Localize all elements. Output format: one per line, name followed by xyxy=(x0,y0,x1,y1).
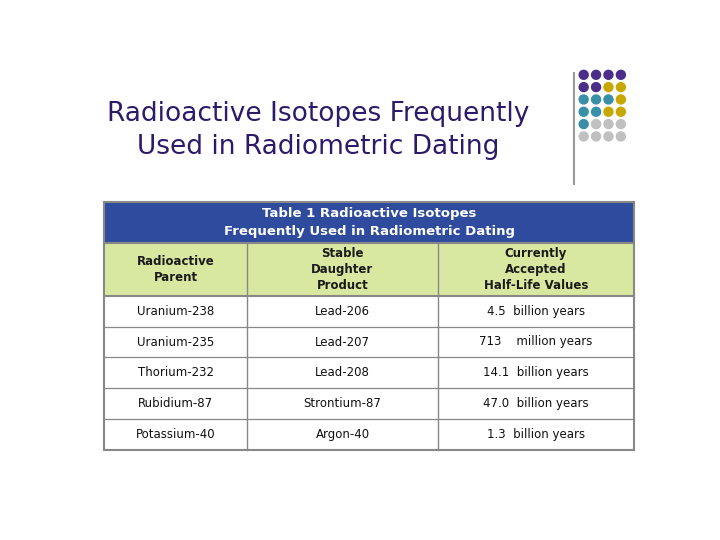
Circle shape xyxy=(616,107,626,116)
Circle shape xyxy=(616,132,626,141)
Text: 1.3  billion years: 1.3 billion years xyxy=(487,428,585,441)
Circle shape xyxy=(579,120,588,129)
Bar xyxy=(104,357,634,388)
Text: Potassium-40: Potassium-40 xyxy=(135,428,215,441)
Circle shape xyxy=(616,95,626,104)
Text: Uranium-238: Uranium-238 xyxy=(137,305,214,318)
Text: 47.0  billion years: 47.0 billion years xyxy=(483,397,589,410)
Bar xyxy=(104,202,634,244)
Circle shape xyxy=(592,83,600,92)
Circle shape xyxy=(616,120,626,129)
Text: Radioactive Isotopes Frequently
Used in Radiometric Dating: Radioactive Isotopes Frequently Used in … xyxy=(107,101,530,160)
Text: Rubidium-87: Rubidium-87 xyxy=(138,397,213,410)
Circle shape xyxy=(604,107,613,116)
Text: Lead-208: Lead-208 xyxy=(315,366,370,379)
Text: Stable
Daughter
Product: Stable Daughter Product xyxy=(311,247,374,292)
Circle shape xyxy=(592,95,600,104)
Circle shape xyxy=(604,132,613,141)
Text: 713    million years: 713 million years xyxy=(480,335,593,348)
Bar xyxy=(104,202,634,450)
Circle shape xyxy=(592,120,600,129)
Bar xyxy=(104,419,634,450)
Bar xyxy=(104,388,634,419)
Circle shape xyxy=(604,95,613,104)
Text: 14.1  billion years: 14.1 billion years xyxy=(483,366,589,379)
Circle shape xyxy=(604,120,613,129)
Text: Argon-40: Argon-40 xyxy=(315,428,369,441)
Circle shape xyxy=(592,132,600,141)
Bar xyxy=(104,327,634,357)
Text: Lead-206: Lead-206 xyxy=(315,305,370,318)
Circle shape xyxy=(579,107,588,116)
Text: Currently
Accepted
Half-Life Values: Currently Accepted Half-Life Values xyxy=(484,247,588,292)
Text: Strontium-87: Strontium-87 xyxy=(304,397,382,410)
Text: Lead-207: Lead-207 xyxy=(315,335,370,348)
Circle shape xyxy=(579,83,588,92)
Circle shape xyxy=(579,70,588,79)
Circle shape xyxy=(616,70,626,79)
Circle shape xyxy=(592,107,600,116)
Circle shape xyxy=(579,132,588,141)
Bar xyxy=(104,244,634,296)
Text: 4.5  billion years: 4.5 billion years xyxy=(487,305,585,318)
Circle shape xyxy=(592,70,600,79)
Text: Table 1 Radioactive Isotopes
Frequently Used in Radiometric Dating: Table 1 Radioactive Isotopes Frequently … xyxy=(223,207,515,238)
Text: Radioactive
Parent: Radioactive Parent xyxy=(137,255,215,284)
Circle shape xyxy=(616,83,626,92)
Circle shape xyxy=(604,70,613,79)
Text: Thorium-232: Thorium-232 xyxy=(138,366,214,379)
Bar xyxy=(104,296,634,327)
Circle shape xyxy=(579,95,588,104)
Circle shape xyxy=(604,83,613,92)
Text: Uranium-235: Uranium-235 xyxy=(137,335,214,348)
